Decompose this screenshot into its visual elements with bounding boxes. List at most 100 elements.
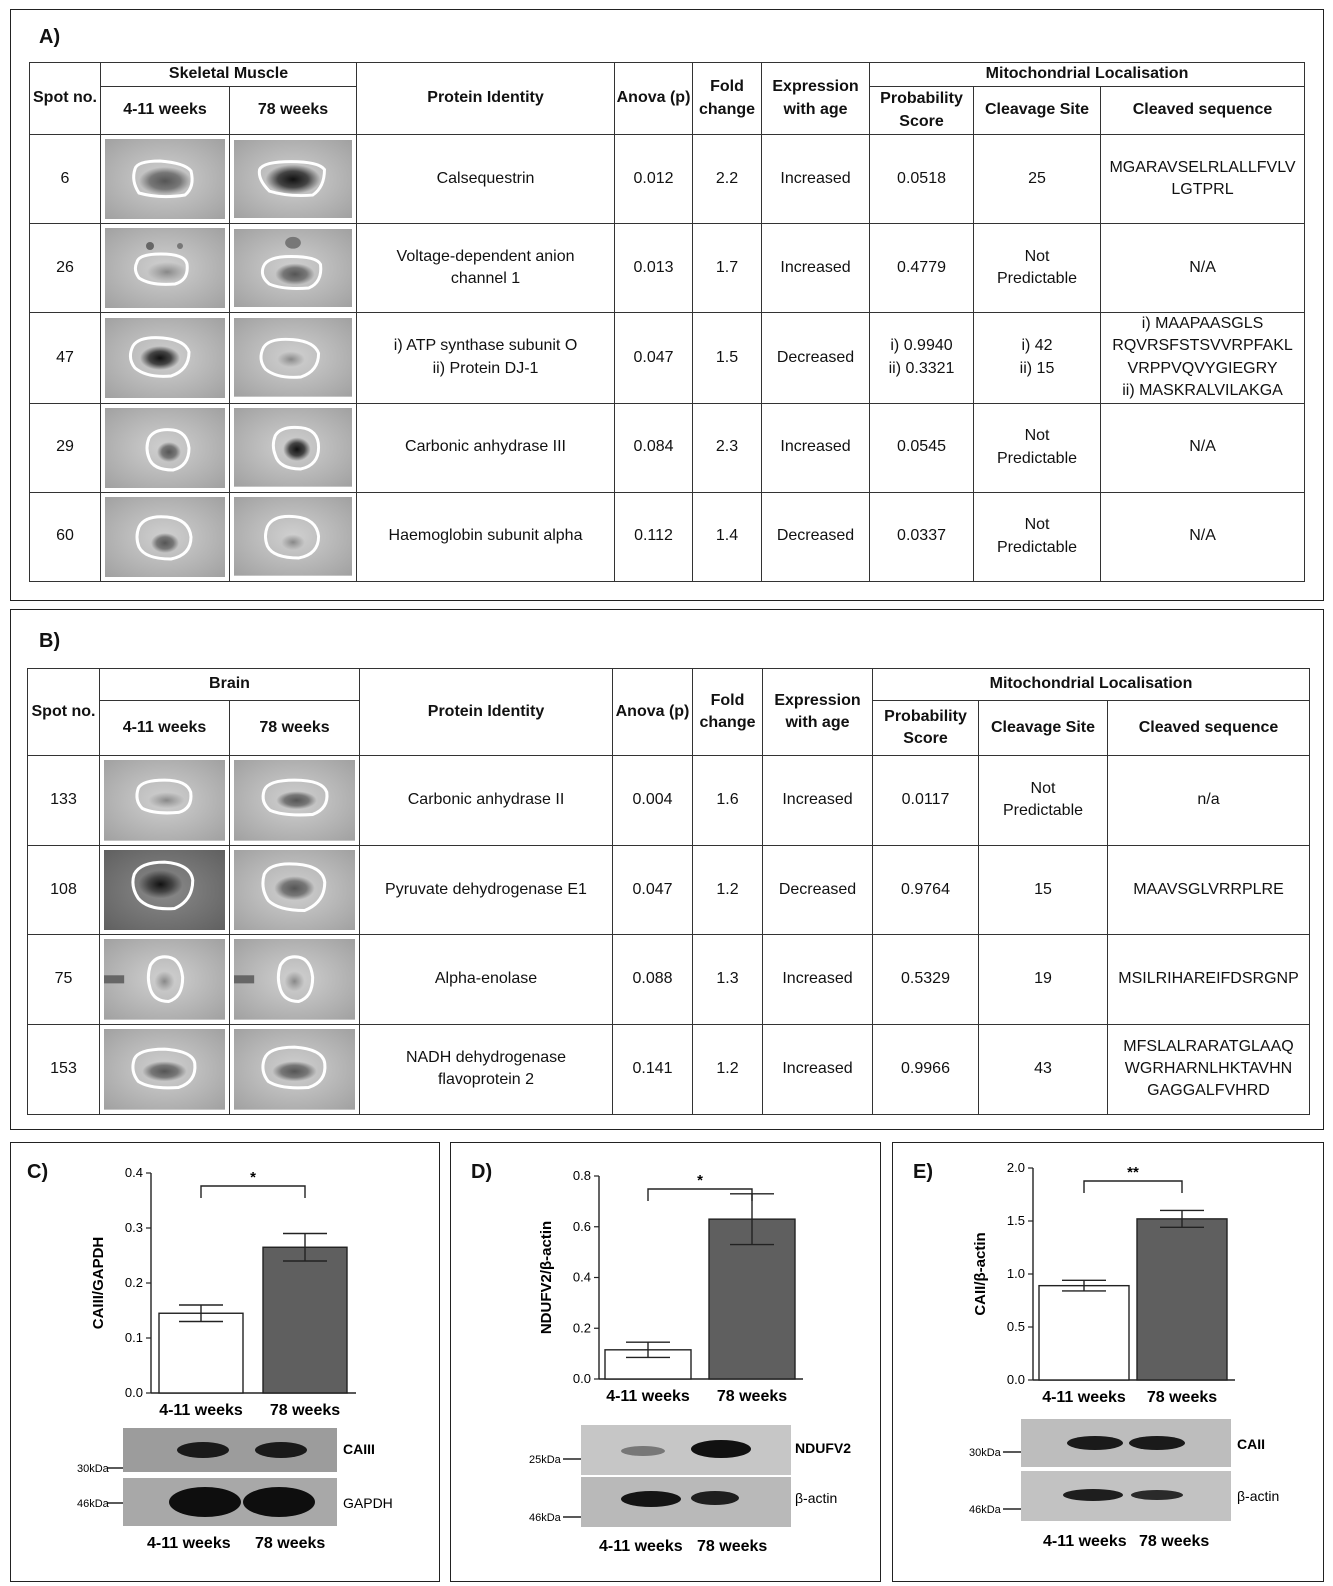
blot-x-label: 78 weeks [1139, 1533, 1209, 1550]
x-tick-label: 4-11 weeks [1042, 1389, 1126, 1406]
panel-a-label: A) [39, 26, 61, 48]
header-tissue: Brain [99, 668, 360, 701]
header-cleave: Cleavage Site [973, 86, 1102, 135]
gel-spot-image [228, 312, 358, 404]
cleaved-sequence: N/A [1100, 491, 1306, 582]
fold-change: 1.2 [692, 1023, 763, 1115]
cleaved-sequence: MAAVSGLVRRPLRE [1106, 844, 1311, 936]
cleavage-site: 15 [978, 844, 1108, 936]
anova-value: 0.084 [614, 402, 694, 493]
cleavage-site: Not Predictable [978, 755, 1108, 846]
blot-x-label: 78 weeks [697, 1538, 767, 1555]
y-tick-label: 0.8 [573, 1168, 591, 1183]
anova-value: 0.141 [612, 1023, 693, 1115]
blot-x-label: 4-11 weeks [1043, 1533, 1127, 1550]
protein-identity: Pyruvate dehydrogenase E1 [359, 844, 613, 936]
cleaved-sequence-3: VRPPVQVYGIEGRY [1127, 359, 1278, 377]
spot-number: 75 [27, 934, 100, 1025]
protein-identity-2: ii) Protein DJ-1 [432, 359, 539, 377]
chart-c: 0.0 0.1 0.2 0.3 0.4 CAIII/GAPDH 4-11 weeks 78 w… [90, 1165, 356, 1418]
header-seq: Cleaved sequence [1106, 700, 1311, 756]
header-seq: Cleaved sequence [1100, 86, 1306, 135]
panel-d: D) 0.0 0.2 0.4 0.6 0.8 NDUFV2/β-actin 4-11 wee… [450, 1142, 881, 1582]
table-row: 47 i) ATP synthase subunit O ii) Protein … [29, 312, 1306, 404]
expression: Decreased [761, 491, 871, 582]
y-tick-label: 2.0 [1007, 1160, 1025, 1175]
probability-score: 0.4779 [869, 223, 975, 313]
western-blot-c: 30kDa 46kDa CAIII GAPDH 4-11 weeks 78 we… [11, 1423, 441, 1581]
cleaved-sequence-2: RQVRSFSTSVVRPFAKL [1112, 337, 1293, 355]
protein-identity: i) ATP synthase subunit O ii) Protein DJ-… [356, 312, 616, 404]
panel-b: B) Spot no. Brain Protein Identity Anova… [10, 609, 1324, 1130]
panel-e-label: E) [913, 1161, 933, 1183]
marker-label: 30kDa [969, 1447, 1002, 1459]
y-axis-label: NDUFV2/β-actin [538, 1221, 555, 1334]
gel-spot-image [100, 223, 230, 313]
spot-number: 60 [29, 491, 101, 582]
blot-strip [581, 1477, 791, 1527]
gel-spot-image [228, 402, 358, 493]
header-fold: Fold change [692, 62, 763, 135]
header-protein: Protein Identity [356, 62, 616, 135]
y-tick-label: 0.4 [573, 1270, 591, 1285]
gel-spot-image [228, 491, 358, 582]
expression: Decreased [761, 312, 871, 404]
expression: Increased [762, 934, 873, 1025]
probability-score: 0.0117 [872, 755, 979, 846]
gel-spot-image [100, 312, 230, 404]
y-axis-label: CAII/β-actin [972, 1232, 989, 1315]
cleaved-sequence: N/A [1100, 223, 1306, 313]
panel-a: A) Spot no. Skeletal Muscle Protein Iden… [10, 9, 1324, 601]
x-tick-label: 4-11 weeks [159, 1402, 243, 1418]
protein-identity: Calsequestrin [356, 134, 616, 224]
chart-d: 0.0 0.2 0.4 0.6 0.8 NDUFV2/β-actin 4-11 weeks 7… [538, 1168, 803, 1405]
blot-strip [1021, 1471, 1231, 1521]
table-row: 75 Alpha-enolase 0.088 1.3 Increased 0.5… [27, 934, 1311, 1025]
cleavage-site: Not Predictable [973, 223, 1102, 313]
blot-label: GAPDH [343, 1495, 393, 1511]
western-blot-d: 25kDa 46kDa NDUFV2 β-actin 4-11 weeks 78… [451, 1421, 882, 1581]
header-anova: Anova (p) [612, 668, 693, 756]
cleaved-sequence: MGARAVSELRLALLFVLV LGTPRL [1100, 134, 1306, 224]
header-spot: Spot no. [27, 668, 100, 756]
protein-identity: Carbonic anhydrase III [356, 402, 616, 493]
protein-identity: Alpha-enolase [359, 934, 613, 1025]
cleaved-sequence: MSILRIHAREIFDSRGNP [1106, 934, 1311, 1025]
probability-score: 0.9764 [872, 844, 979, 936]
expression: Decreased [762, 844, 873, 936]
blot-label: β-actin [1237, 1488, 1279, 1504]
protein-identity: Haemoglobin subunit alpha [356, 491, 616, 582]
gel-spot-image [99, 934, 230, 1025]
header-early: 4-11 weeks [99, 700, 230, 756]
spot-number: 29 [29, 402, 101, 493]
expression: Increased [761, 223, 871, 313]
spot-number: 6 [29, 134, 101, 224]
panel-d-label: D) [471, 1161, 493, 1183]
cleavage-site: 43 [978, 1023, 1108, 1115]
blot-x-label: 4-11 weeks [147, 1535, 231, 1552]
marker-label: 46kDa [77, 1498, 110, 1510]
anova-value: 0.088 [612, 934, 693, 1025]
expression: Increased [761, 134, 871, 224]
panel-c: C) 0.0 0.1 0.2 0.3 0.4 CAIII/GAPDH 4-11 weeks 7… [10, 1142, 440, 1582]
y-tick-label: 0.6 [573, 1219, 591, 1234]
header-expression: Expression with age [762, 668, 873, 756]
fold-change: 2.3 [692, 402, 763, 493]
cleavage-site-2: ii) 15 [1019, 359, 1055, 377]
probability-score: 0.0545 [869, 402, 975, 493]
bar [158, 1312, 244, 1394]
header-late: 78 weeks [229, 700, 360, 756]
gel-spot-image [100, 491, 230, 582]
anova-value: 0.047 [614, 312, 694, 404]
blot-label: β-actin [795, 1490, 837, 1506]
cleavage-site: 19 [978, 934, 1108, 1025]
significance-marker: ** [1127, 1164, 1139, 1181]
cleaved-sequence: n/a [1106, 755, 1311, 846]
table-row: 29 Carbonic anhydrase III 0.084 2.3 Incr… [29, 402, 1306, 493]
fold-change: 1.2 [692, 844, 763, 936]
marker-label: 46kDa [969, 1504, 1002, 1516]
gel-spot-image [99, 755, 230, 846]
header-anova: Anova (p) [614, 62, 694, 135]
anova-value: 0.013 [614, 223, 694, 313]
significance-bracket [200, 1185, 306, 1198]
